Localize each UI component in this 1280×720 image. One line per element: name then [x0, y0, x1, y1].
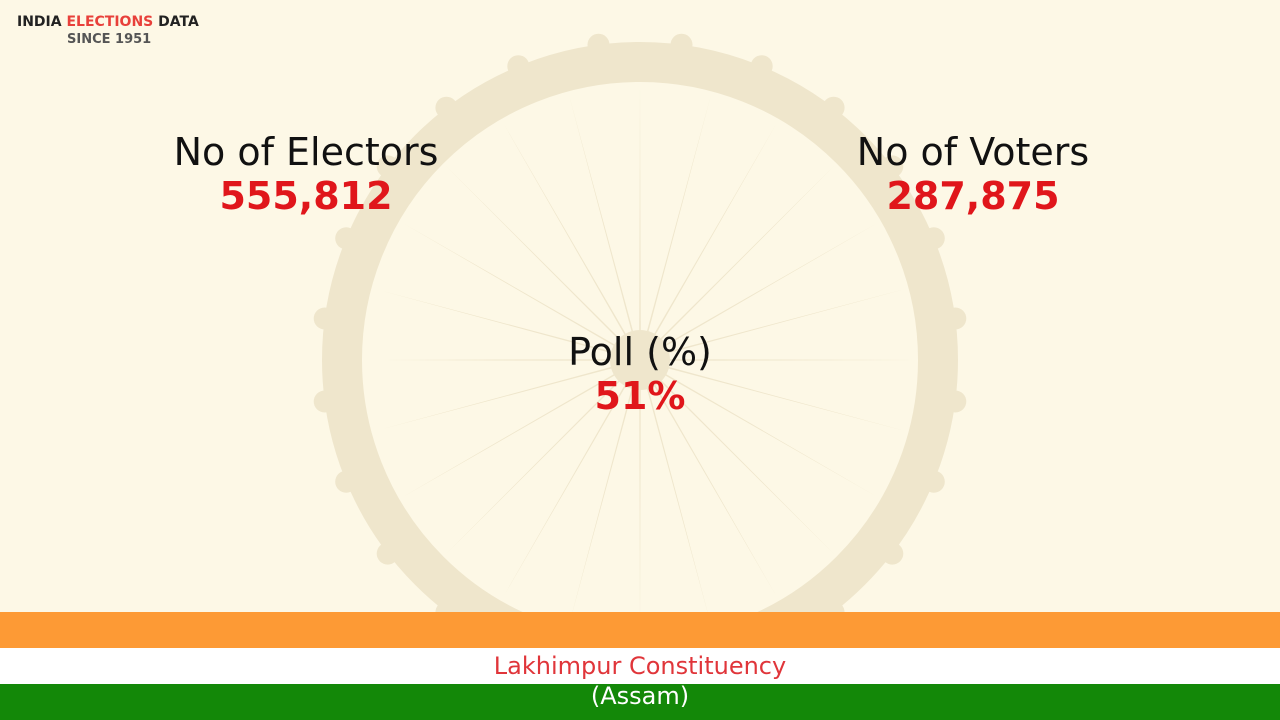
wheel-spoke: [445, 373, 627, 555]
wheel-bump: [435, 96, 458, 119]
wheel-bump: [881, 155, 904, 178]
wheel-spoke: [639, 85, 641, 341]
wheel-bump: [822, 96, 845, 119]
wheel-bump: [587, 33, 610, 56]
wheel-bump: [670, 33, 693, 56]
logo: INDIA ELECTIONS DATA SINCE 1951: [17, 14, 199, 48]
stat-value: 51%: [594, 374, 686, 418]
wheel-bump: [376, 542, 399, 565]
wheel-bump: [507, 55, 530, 78]
saffron-band: [0, 612, 1280, 648]
logo-subtitle: SINCE 1951: [67, 32, 152, 47]
stat-poll: Poll (%) 51%: [390, 331, 890, 419]
wheel-spoke: [374, 288, 621, 356]
wheel-bump: [922, 227, 945, 250]
wheel-spoke: [649, 376, 778, 599]
wheel-spoke: [401, 369, 624, 498]
stat-label: No of Electors: [173, 130, 439, 174]
white-band: [0, 648, 1280, 684]
wheel-spoke: [445, 165, 627, 347]
wheel-spoke: [568, 379, 636, 626]
wheel-bump: [944, 390, 967, 413]
stat-electors: No of Electors 555,812: [56, 131, 556, 219]
wheel-bump: [313, 390, 336, 413]
wheel-spoke: [568, 94, 636, 341]
stat-label: No of Voters: [856, 130, 1090, 174]
constituency-name: Lakhimpur Constituency: [493, 652, 787, 680]
wheel-spoke: [502, 376, 631, 599]
wheel-spoke: [649, 121, 778, 344]
wheel-spoke: [653, 165, 835, 347]
wheel-bump: [313, 307, 336, 330]
wheel-spoke: [401, 222, 624, 351]
wheel-bump: [922, 470, 945, 493]
wheel-bump: [944, 307, 967, 330]
stat-value: 287,875: [886, 174, 1060, 218]
wheel-spoke: [644, 379, 712, 626]
stat-voters: No of Voters 287,875: [723, 131, 1223, 219]
wheel-spoke: [656, 222, 879, 351]
wheel-spoke: [374, 364, 621, 432]
wheel-bump: [750, 55, 773, 78]
logo-text: DATA: [158, 14, 199, 30]
wheel-spoke: [656, 369, 879, 498]
green-band: [0, 684, 1280, 720]
stat-value: 555,812: [219, 174, 393, 218]
wheel-bump: [376, 155, 399, 178]
logo-text: ELECTIONS: [66, 14, 154, 30]
wheel-spoke: [659, 288, 906, 356]
stat-label: Poll (%): [568, 330, 712, 374]
wheel-bump: [335, 227, 358, 250]
state-name: (Assam): [590, 682, 690, 710]
wheel-spoke: [659, 364, 906, 432]
wheel-hub: [610, 330, 670, 390]
wheel-spoke: [639, 379, 641, 635]
logo-text: INDIA: [17, 14, 62, 30]
wheel-spoke: [659, 359, 915, 361]
wheel-spoke: [644, 94, 712, 341]
wheel-bump: [881, 542, 904, 565]
wheel-spoke: [502, 121, 631, 344]
wheel-bump: [335, 470, 358, 493]
wheel-spoke: [365, 359, 621, 361]
wheel-spoke: [653, 373, 835, 555]
